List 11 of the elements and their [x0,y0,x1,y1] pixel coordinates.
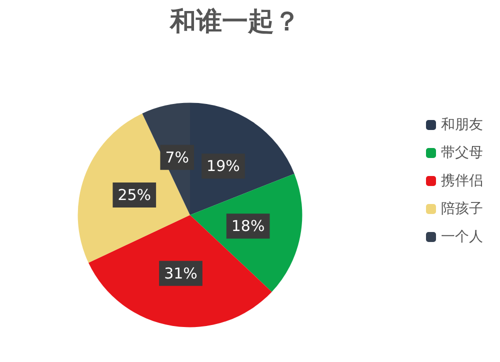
data-label: 19% [206,157,240,176]
legend-label: 带父母 [441,145,483,161]
data-label: 7% [165,148,190,166]
data-label: 25% [118,186,152,204]
data-label: 18% [231,217,265,236]
data-label: 31% [164,264,198,282]
legend-label: 一个人 [441,229,483,245]
legend-label: 陪孩子 [441,201,483,217]
chart-title: 和谁一起？ [169,7,300,37]
legend-label: 携伴侣 [441,173,483,189]
legend-label: 和朋友 [441,117,483,133]
